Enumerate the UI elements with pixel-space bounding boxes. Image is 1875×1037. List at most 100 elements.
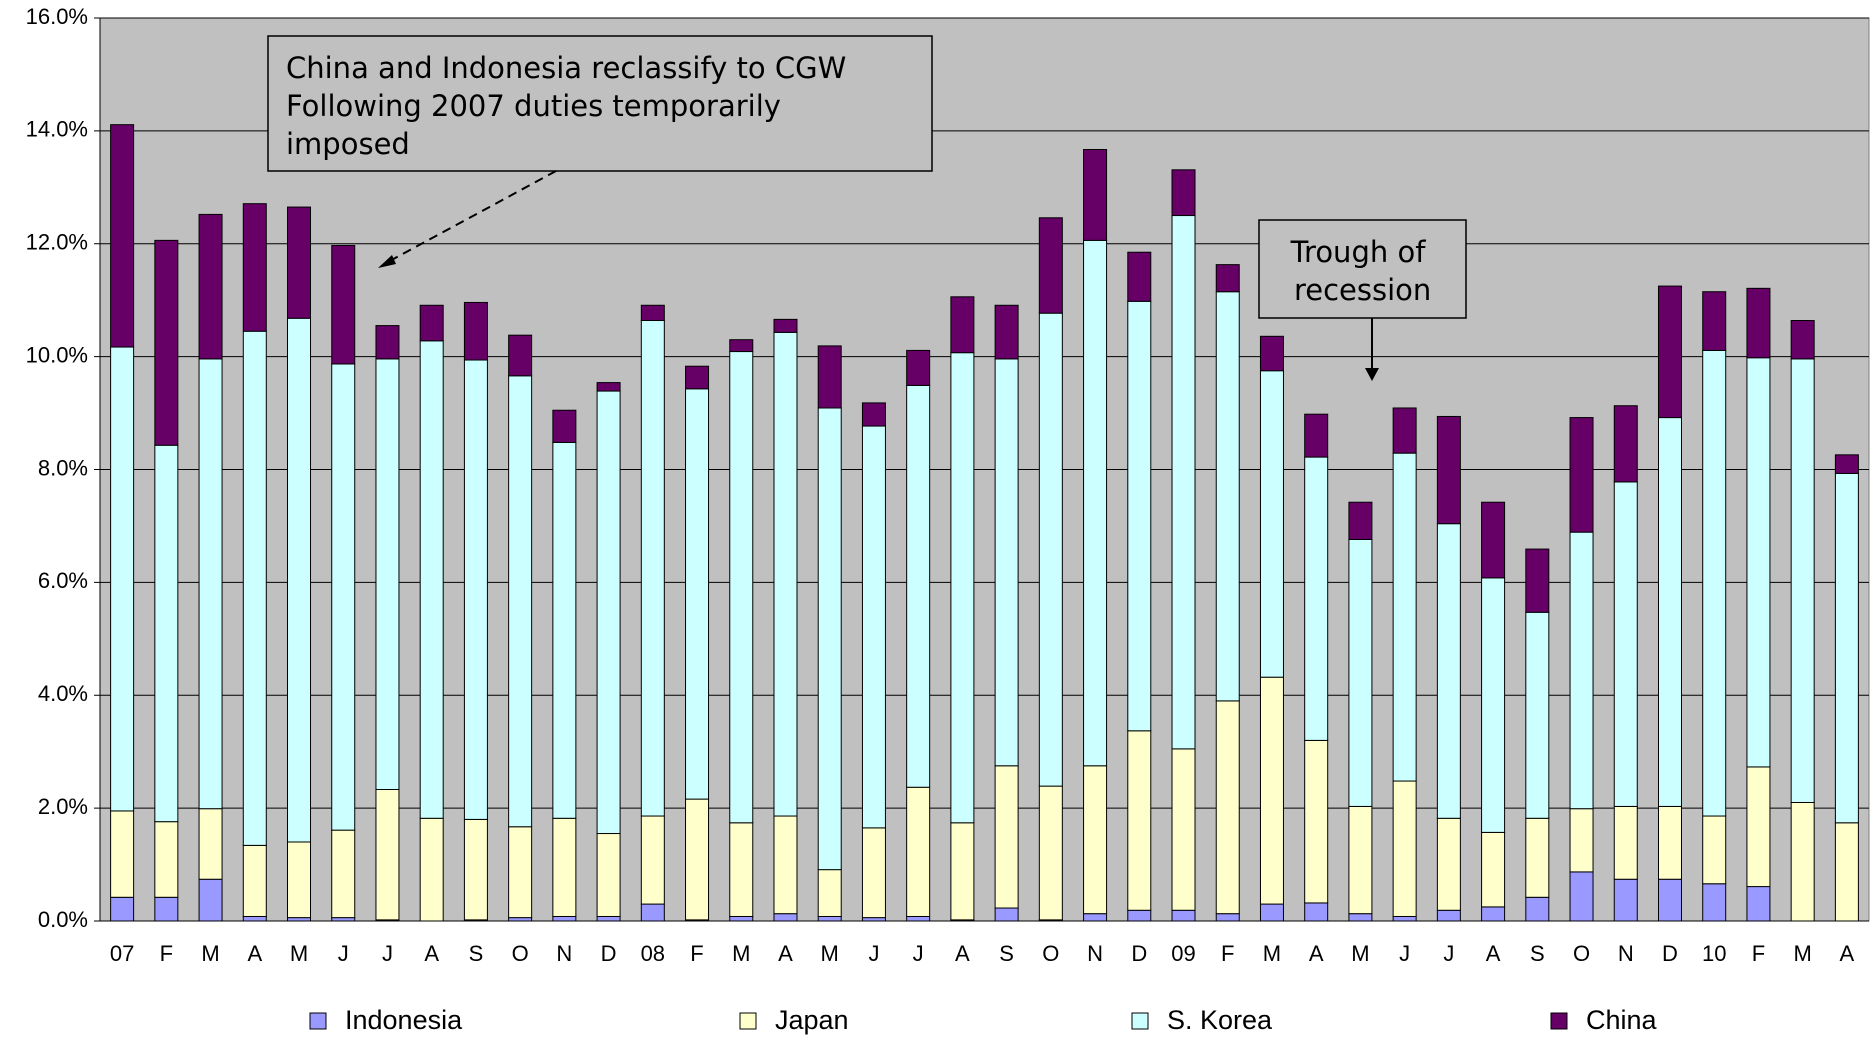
legend-swatch xyxy=(309,1012,327,1030)
bar-segment xyxy=(950,296,975,354)
bar-segment xyxy=(1083,913,1108,922)
bar-segment xyxy=(1304,413,1329,458)
bar-segment xyxy=(861,425,886,829)
bar-segment xyxy=(419,340,444,819)
bar-segment xyxy=(552,915,577,922)
annotation-box xyxy=(267,35,933,172)
y-tick-label: 4.0% xyxy=(38,681,88,706)
x-tick-label: 07 xyxy=(110,941,134,966)
bar-segment xyxy=(773,318,798,333)
bar-segment xyxy=(1171,909,1196,922)
arrow-head xyxy=(378,255,396,268)
x-tick-label: A xyxy=(955,941,970,966)
bar-segment xyxy=(1702,883,1727,922)
bar-segment xyxy=(552,817,577,917)
legend-label: S. Korea xyxy=(1167,1005,1273,1035)
x-tick-label: M xyxy=(732,941,750,966)
bar-segment xyxy=(1790,320,1815,360)
bar-segment xyxy=(375,325,400,360)
bar-segment xyxy=(1259,676,1284,905)
x-tick-label: 10 xyxy=(1702,941,1726,966)
bar-segment xyxy=(640,304,665,322)
bar-segment xyxy=(596,382,621,392)
bar-segment xyxy=(950,822,975,921)
bar-segment xyxy=(1746,287,1771,359)
bar-segment xyxy=(375,789,400,921)
bar-segment xyxy=(1038,217,1063,314)
bar-segment xyxy=(1304,456,1329,741)
annotation-text: recession xyxy=(1285,273,1432,307)
bar-segment xyxy=(1436,817,1461,911)
bar-segment xyxy=(1392,780,1417,917)
bar-segment xyxy=(1083,765,1108,915)
bar-segment xyxy=(1525,611,1550,819)
bar-segment xyxy=(685,365,710,390)
bar-segment xyxy=(1259,335,1284,372)
bar-segment xyxy=(861,402,886,427)
bar-segment xyxy=(1746,766,1771,888)
bar-segment xyxy=(1657,417,1682,807)
x-tick-label: J xyxy=(868,941,879,966)
bar-segment xyxy=(463,301,488,361)
bar-segment xyxy=(1171,215,1196,750)
bar-segment xyxy=(287,917,312,922)
bar-segment xyxy=(1038,312,1063,787)
x-tick-label: S xyxy=(999,941,1014,966)
x-tick-label: S xyxy=(1530,941,1545,966)
bar-segment xyxy=(287,841,312,919)
bar-segment xyxy=(552,441,577,819)
bar-segment xyxy=(1215,264,1240,293)
x-tick-label: F xyxy=(690,941,703,966)
bar-segment xyxy=(1525,817,1550,898)
x-tick-label: N xyxy=(1087,941,1103,966)
x-tick-label: A xyxy=(424,941,439,966)
bar-segment xyxy=(287,206,312,319)
x-tick-label: J xyxy=(382,941,393,966)
bar-segment xyxy=(1392,452,1417,782)
bar-segment xyxy=(950,352,975,824)
bar-segment xyxy=(1834,472,1859,824)
x-tick-label: N xyxy=(1618,941,1634,966)
bar-segment xyxy=(1348,501,1373,540)
bar-segment xyxy=(1834,454,1859,474)
bar-segment xyxy=(154,239,179,446)
legend-swatch xyxy=(1550,1012,1568,1030)
bar-segment xyxy=(1259,370,1284,678)
bar-segment xyxy=(1481,831,1506,908)
y-tick-label: 14.0% xyxy=(26,117,88,142)
bar-segment xyxy=(817,869,842,917)
x-tick-label: M xyxy=(1263,941,1281,966)
annotation-text: Trough of xyxy=(1290,235,1427,269)
bar-segment xyxy=(1657,878,1682,922)
y-tick-label: 16.0% xyxy=(26,4,88,29)
annotation-text: China and Indonesia reclassify to CGW xyxy=(286,51,846,85)
bar-segment xyxy=(1215,700,1240,915)
bar-segment xyxy=(198,808,223,880)
bar-segment xyxy=(287,317,312,843)
bars xyxy=(110,124,1859,922)
bar-segment xyxy=(1171,748,1196,911)
bar-segment xyxy=(463,818,488,921)
x-tick-label: M xyxy=(821,941,839,966)
legend-label: Indonesia xyxy=(345,1005,463,1035)
x-tick-label: A xyxy=(247,941,262,966)
bar-segment xyxy=(1702,815,1727,885)
bar-segment xyxy=(640,903,665,922)
bar-segment xyxy=(994,907,1019,922)
bar-segment xyxy=(1790,801,1815,922)
annotation-text: imposed xyxy=(286,127,410,161)
x-tick-label: J xyxy=(1399,941,1410,966)
bar-segment xyxy=(1613,805,1638,880)
x-tick-label: F xyxy=(1752,941,1765,966)
x-tick-label: A xyxy=(1840,941,1855,966)
bar-segment xyxy=(1525,896,1550,922)
y-tick-label: 2.0% xyxy=(38,794,88,819)
x-tick-label: M xyxy=(1793,941,1811,966)
legend-swatch xyxy=(739,1012,757,1030)
bar-segment xyxy=(154,821,179,898)
bar-segment xyxy=(198,213,223,360)
bar-segment xyxy=(640,815,665,905)
x-tick-label: M xyxy=(201,941,219,966)
bar-segment xyxy=(1569,417,1594,533)
